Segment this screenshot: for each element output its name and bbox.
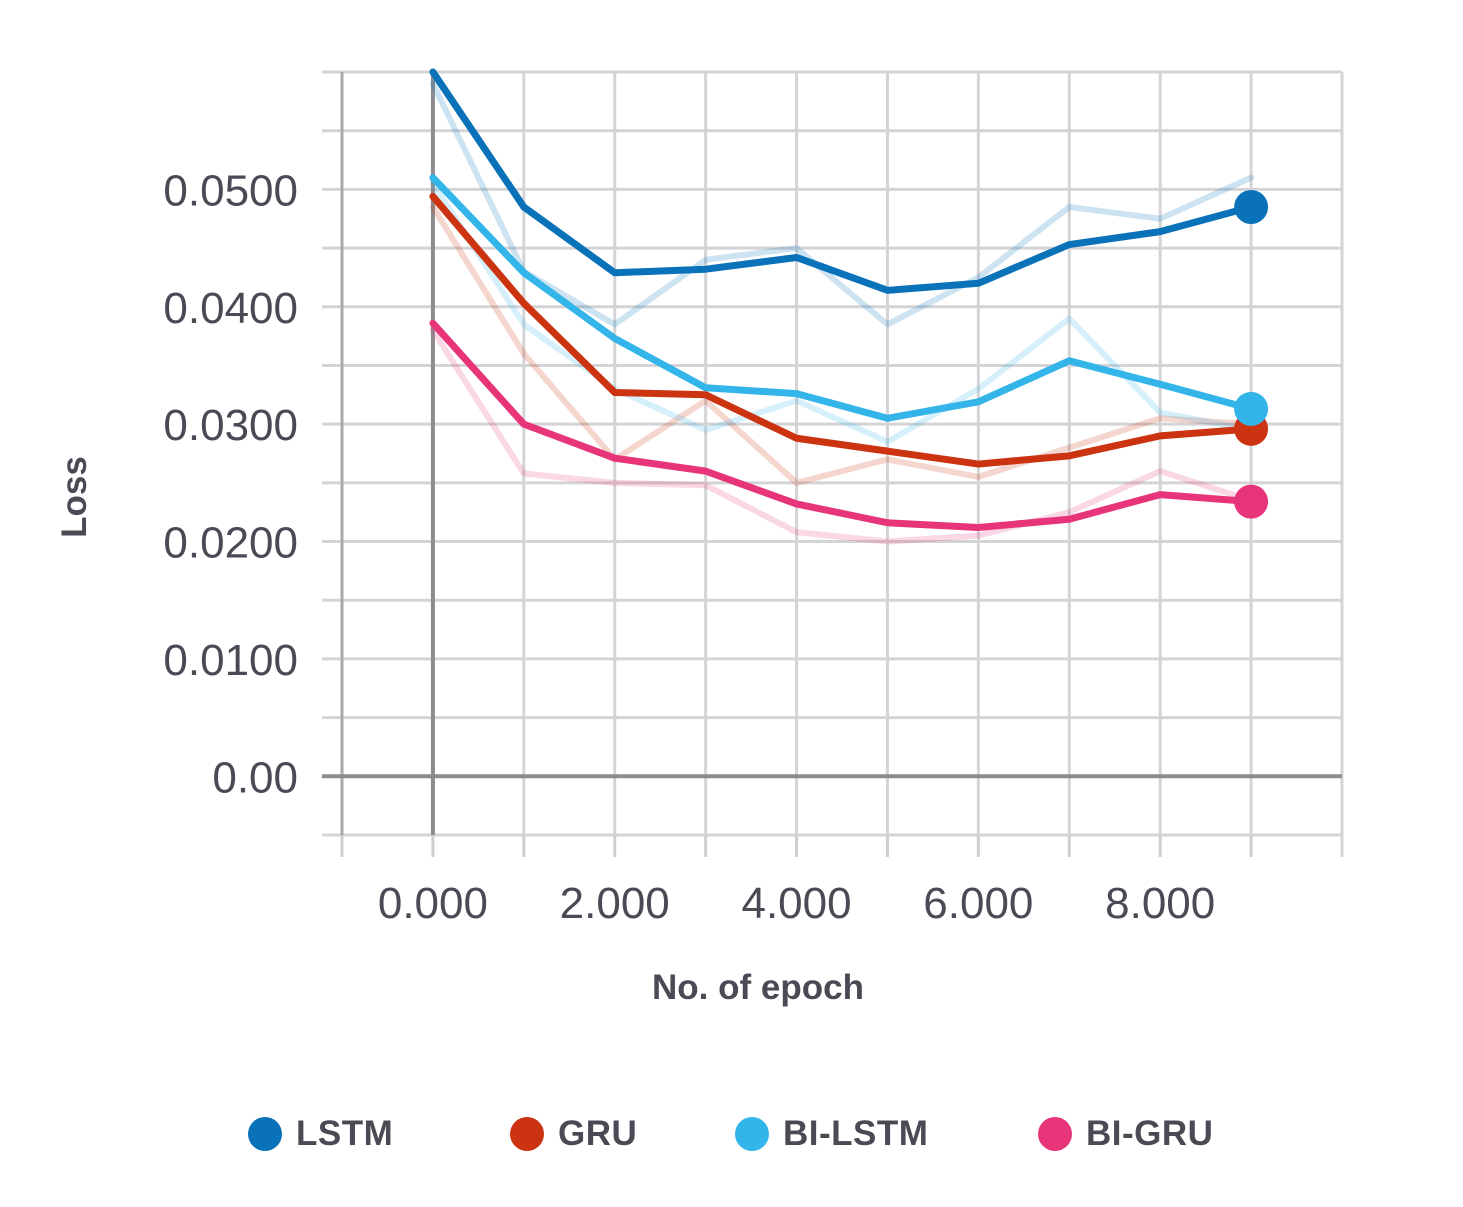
legend-label-bi-gru: BI-GRU <box>1086 1114 1214 1153</box>
legend-item-bi-gru[interactable]: BI-GRU <box>1038 1110 1213 1158</box>
raw-series <box>429 80 1255 545</box>
x-tick-label: 8.000 <box>1105 879 1215 928</box>
x-tick-label: 4.000 <box>741 879 851 928</box>
legend-swatch-bi-lstm <box>735 1117 769 1151</box>
x-tick-label: 0.000 <box>378 879 488 928</box>
x-axis-label: No. of epoch <box>652 968 864 1007</box>
y-tick-label: 0.0100 <box>163 636 298 685</box>
legend-swatch-lstm <box>248 1117 282 1151</box>
series-end-marker-bi-gru <box>1234 484 1269 519</box>
legend-item-bi-lstm[interactable]: BI-LSTM <box>735 1110 928 1158</box>
series-line-bi-lstm <box>429 174 1255 422</box>
y-tick-label: 0.0200 <box>163 519 298 568</box>
legend-item-gru[interactable]: GRU <box>510 1110 637 1158</box>
legend-label-lstm: LSTM <box>296 1114 394 1153</box>
y-tick-label: 0.0300 <box>163 401 298 450</box>
legend-item-lstm[interactable]: LSTM <box>248 1110 393 1158</box>
x-tick-label: 6.000 <box>923 879 1033 928</box>
legend-label-bi-lstm: BI-LSTM <box>783 1114 929 1153</box>
series-raw-line-lstm <box>429 80 1255 328</box>
series-raw-line-bi-gru <box>429 327 1255 545</box>
smoothed-series <box>429 68 1269 531</box>
legend-swatch-bi-gru <box>1038 1117 1072 1151</box>
x-tick-label: 2.000 <box>560 879 670 928</box>
y-axis-label: Loss <box>55 456 94 538</box>
series-line-gru <box>429 192 1255 468</box>
grid <box>322 70 1344 857</box>
legend-swatch-gru <box>510 1117 544 1151</box>
series-line-bi-gru <box>429 319 1255 531</box>
series-raw-line-gru <box>429 203 1255 486</box>
tick-labels: 0.00 0.0100 0.0200 0.0300 0.0400 0.0500 0.000 2… <box>163 166 1215 928</box>
y-tick-label: 0.0500 <box>163 166 298 215</box>
series-end-marker-lstm <box>1234 189 1269 224</box>
legend: LSTM GRU BI-LSTM BI-GRU <box>0 1110 1463 1158</box>
y-tick-label: 0.00 <box>212 753 298 802</box>
series-raw-line-bi-lstm <box>429 180 1255 445</box>
series-end-marker-bi-lstm <box>1234 391 1269 426</box>
legend-label-gru: GRU <box>558 1114 638 1153</box>
series-line-lstm <box>429 68 1255 294</box>
y-tick-label: 0.0400 <box>163 284 298 333</box>
